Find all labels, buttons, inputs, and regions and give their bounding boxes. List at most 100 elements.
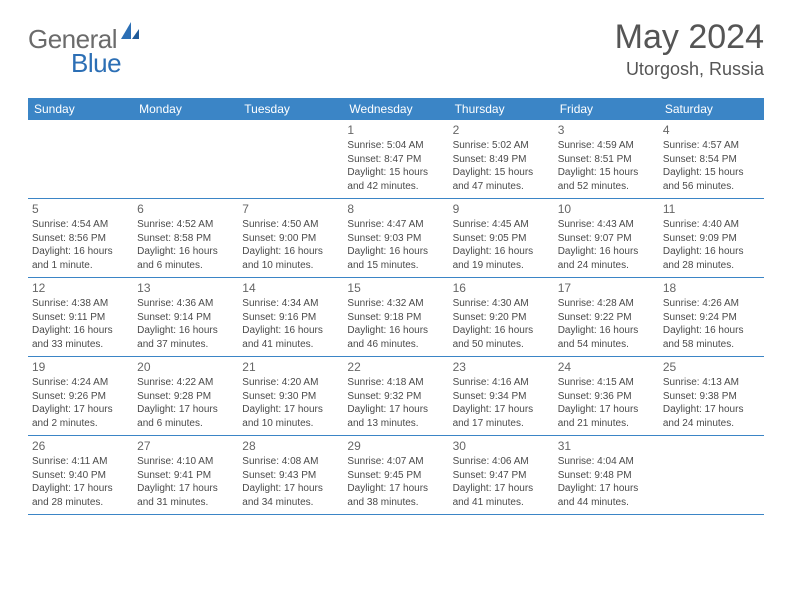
day-cell: 18Sunrise: 4:26 AMSunset: 9:24 PMDayligh…	[659, 278, 764, 356]
sunset-text: Sunset: 9:26 PM	[32, 390, 129, 404]
sunset-text: Sunset: 9:14 PM	[137, 311, 234, 325]
day-cell: 25 Sunrise: 4:13 AMSunset: 9:38 PMDayligh…	[659, 357, 764, 435]
week-row: 5Sunrise: 4:54 AMSunset: 8:56 PMDaylight…	[28, 199, 764, 278]
daylight-text: Daylight: 17 hours and 10 minutes.	[242, 403, 339, 430]
day-number: 19	[32, 360, 129, 374]
location-subtitle: Utorgosh, Russia	[615, 59, 764, 80]
day-cell: 17Sunrise: 4:28 AMSunset: 9:22 PMDayligh…	[554, 278, 659, 356]
sunrise-text: Sunrise: 4:52 AM	[137, 218, 234, 232]
day-info: Sunrise: 4:36 AMSunset: 9:14 PMDaylight:…	[137, 297, 234, 351]
sunset-text: Sunset: 9:48 PM	[558, 469, 655, 483]
day-info: Sunrise: 4:28 AMSunset: 9:22 PMDaylight:…	[558, 297, 655, 351]
daylight-text: Daylight: 16 hours and 6 minutes.	[137, 245, 234, 272]
day-number: 25	[663, 360, 760, 374]
day-cell: 24Sunrise: 4:15 AMSunset: 9:36 PMDayligh…	[554, 357, 659, 435]
sunrise-text: Sunrise: 5:04 AM	[347, 139, 444, 153]
sunrise-text: Sunrise: 4:10 AM	[137, 455, 234, 469]
week-row: 19 Sunrise: 4:24 AMSunset: 9:26 PMDayligh…	[28, 357, 764, 436]
sunrise-text: Sunrise: 4:36 AM	[137, 297, 234, 311]
day-cell: 27Sunrise: 4:10 AMSunset: 9:41 PMDayligh…	[133, 436, 238, 514]
day-number: 3	[558, 123, 655, 137]
sunrise-text: Sunrise: 4:18 AM	[347, 376, 444, 390]
day-info: Sunrise: 4:08 AMSunset: 9:43 PMDaylight:…	[242, 455, 339, 509]
sunset-text: Sunset: 8:51 PM	[558, 153, 655, 167]
day-info: Sunrise: 4:07 AMSunset: 9:45 PMDaylight:…	[347, 455, 444, 509]
daylight-text: Daylight: 17 hours and 13 minutes.	[347, 403, 444, 430]
day-cell: 28Sunrise: 4:08 AMSunset: 9:43 PMDayligh…	[238, 436, 343, 514]
day-info: Sunrise: 4:16 AMSunset: 9:34 PMDaylight:…	[453, 376, 550, 430]
day-cell: 31Sunrise: 4:04 AMSunset: 9:48 PMDayligh…	[554, 436, 659, 514]
day-number: 4	[663, 123, 760, 137]
day-cell-empty	[28, 120, 133, 198]
weekday-tuesday: Tuesday	[238, 98, 343, 120]
sunset-text: Sunset: 9:47 PM	[453, 469, 550, 483]
day-number: 14	[242, 281, 339, 295]
day-info: Sunrise: 4:47 AMSunset: 9:03 PMDaylight:…	[347, 218, 444, 272]
daylight-text: Daylight: 17 hours and 24 minutes.	[663, 403, 760, 430]
weekday-thursday: Thursday	[449, 98, 554, 120]
sunrise-text: Sunrise: 4:45 AM	[453, 218, 550, 232]
logo-sail-icon	[119, 19, 141, 46]
sunrise-text: Sunrise: 4:22 AM	[137, 376, 234, 390]
week-row: 1 Sunrise: 5:04 AMSunset: 8:47 PMDaylight…	[28, 120, 764, 199]
sunrise-text: Sunrise: 4:54 AM	[32, 218, 129, 232]
daylight-text: Daylight: 16 hours and 58 minutes.	[663, 324, 760, 351]
day-number: 29	[347, 439, 444, 453]
logo-text-blue: Blue	[71, 48, 121, 78]
day-info: Sunrise: 4:24 AMSunset: 9:26 PMDaylight:…	[32, 376, 129, 430]
day-cell: 10Sunrise: 4:43 AMSunset: 9:07 PMDayligh…	[554, 199, 659, 277]
day-info: Sunrise: 4:50 AMSunset: 9:00 PMDaylight:…	[242, 218, 339, 272]
sunrise-text: Sunrise: 4:59 AM	[558, 139, 655, 153]
day-cell: 13Sunrise: 4:36 AMSunset: 9:14 PMDayligh…	[133, 278, 238, 356]
daylight-text: Daylight: 16 hours and 19 minutes.	[453, 245, 550, 272]
sunrise-text: Sunrise: 4:50 AM	[242, 218, 339, 232]
weekday-wednesday: Wednesday	[343, 98, 448, 120]
day-number: 5	[32, 202, 129, 216]
day-info: Sunrise: 4:30 AMSunset: 9:20 PMDaylight:…	[453, 297, 550, 351]
day-cell: 7Sunrise: 4:50 AMSunset: 9:00 PMDaylight…	[238, 199, 343, 277]
day-number: 8	[347, 202, 444, 216]
day-number: 1	[347, 123, 444, 137]
daylight-text: Daylight: 16 hours and 15 minutes.	[347, 245, 444, 272]
day-cell: 23 Sunrise: 4:16 AMSunset: 9:34 PMDayligh…	[449, 357, 554, 435]
day-info: Sunrise: 4:52 AMSunset: 8:58 PMDaylight:…	[137, 218, 234, 272]
daylight-text: Daylight: 17 hours and 28 minutes.	[32, 482, 129, 509]
daylight-text: Daylight: 16 hours and 37 minutes.	[137, 324, 234, 351]
daylight-text: Daylight: 17 hours and 44 minutes.	[558, 482, 655, 509]
day-number: 23	[453, 360, 550, 374]
day-info: Sunrise: 5:04 AMSunset: 8:47 PMDaylight:…	[347, 139, 444, 193]
sunrise-text: Sunrise: 4:06 AM	[453, 455, 550, 469]
sunset-text: Sunset: 9:32 PM	[347, 390, 444, 404]
day-cell: 9Sunrise: 4:45 AMSunset: 9:05 PMDaylight…	[449, 199, 554, 277]
day-cell: 4Sunrise: 4:57 AMSunset: 8:54 PMDaylight…	[659, 120, 764, 198]
sunrise-text: Sunrise: 4:11 AM	[32, 455, 129, 469]
calendar-page: General May 2024 Utorgosh, Russia Blue S…	[0, 0, 792, 535]
sunset-text: Sunset: 9:16 PM	[242, 311, 339, 325]
day-info: Sunrise: 4:38 AMSunset: 9:11 PMDaylight:…	[32, 297, 129, 351]
sunset-text: Sunset: 8:54 PM	[663, 153, 760, 167]
daylight-text: Daylight: 15 hours and 42 minutes.	[347, 166, 444, 193]
sunrise-text: Sunrise: 4:15 AM	[558, 376, 655, 390]
day-info: Sunrise: 4:15 AMSunset: 9:36 PMDaylight:…	[558, 376, 655, 430]
day-info: Sunrise: 4:26 AMSunset: 9:24 PMDaylight:…	[663, 297, 760, 351]
day-cell-empty	[659, 436, 764, 514]
sunset-text: Sunset: 9:38 PM	[663, 390, 760, 404]
day-number: 6	[137, 202, 234, 216]
sunrise-text: Sunrise: 5:02 AM	[453, 139, 550, 153]
daylight-text: Daylight: 16 hours and 33 minutes.	[32, 324, 129, 351]
sunrise-text: Sunrise: 4:32 AM	[347, 297, 444, 311]
week-row: 26Sunrise: 4:11 AMSunset: 9:40 PMDayligh…	[28, 436, 764, 515]
sunset-text: Sunset: 9:36 PM	[558, 390, 655, 404]
day-info: Sunrise: 4:13 AMSunset: 9:38 PMDaylight:…	[663, 376, 760, 430]
day-number: 10	[558, 202, 655, 216]
day-cell: 26Sunrise: 4:11 AMSunset: 9:40 PMDayligh…	[28, 436, 133, 514]
day-cell: 14Sunrise: 4:34 AMSunset: 9:16 PMDayligh…	[238, 278, 343, 356]
day-number: 2	[453, 123, 550, 137]
daylight-text: Daylight: 16 hours and 1 minute.	[32, 245, 129, 272]
sunrise-text: Sunrise: 4:26 AM	[663, 297, 760, 311]
sunset-text: Sunset: 9:03 PM	[347, 232, 444, 246]
daylight-text: Daylight: 17 hours and 17 minutes.	[453, 403, 550, 430]
sunset-text: Sunset: 9:09 PM	[663, 232, 760, 246]
sunrise-text: Sunrise: 4:04 AM	[558, 455, 655, 469]
day-info: Sunrise: 4:32 AMSunset: 9:18 PMDaylight:…	[347, 297, 444, 351]
